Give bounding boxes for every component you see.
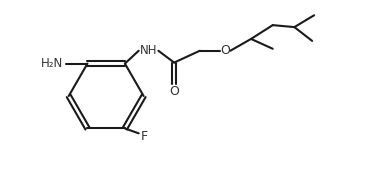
Text: F: F bbox=[141, 130, 148, 143]
Text: O: O bbox=[221, 44, 230, 57]
Text: NH: NH bbox=[140, 44, 157, 57]
Text: O: O bbox=[169, 85, 179, 98]
Text: H₂N: H₂N bbox=[41, 57, 63, 70]
